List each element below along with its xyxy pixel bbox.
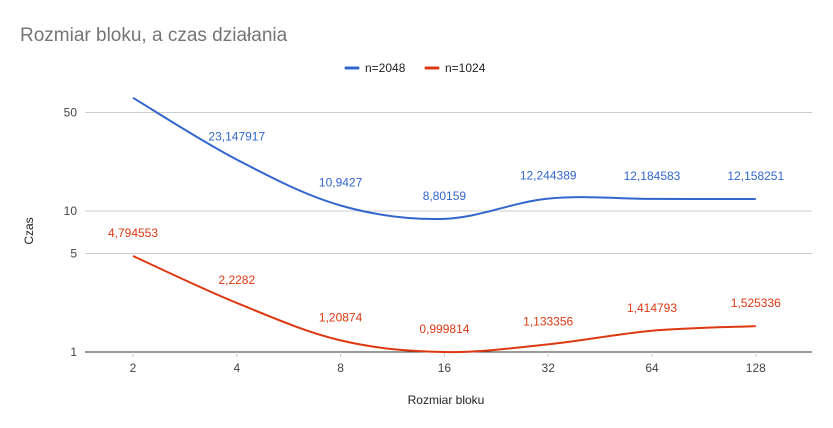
x-tick-label: 4 xyxy=(233,361,240,375)
y-axis-title: Czas xyxy=(22,217,36,244)
x-tick-label: 16 xyxy=(438,361,452,375)
data-label: 23,147917 xyxy=(208,130,265,144)
legend-label: n=1024 xyxy=(445,61,486,75)
data-labels: 23,147917 10,9427 8,80159 12,244389 12,18458… xyxy=(108,130,785,336)
y-tick-label: 50 xyxy=(64,105,78,119)
y-tick-label: 5 xyxy=(70,246,77,260)
series-lines xyxy=(132,96,756,354)
x-tick-label: 128 xyxy=(746,361,766,375)
y-axis-ticks: 1 5 10 50 xyxy=(64,105,78,359)
data-label: 12,244389 xyxy=(520,169,577,183)
data-label: 4,794553 xyxy=(108,226,158,240)
data-label: 8,80159 xyxy=(423,189,467,203)
y-tick-label: 10 xyxy=(64,204,78,218)
x-axis-ticks: 2 4 8 16 32 64 128 xyxy=(130,352,766,375)
x-tick-label: 32 xyxy=(542,361,556,375)
y-tick-label: 1 xyxy=(70,345,77,359)
series-line-1 xyxy=(132,255,756,354)
series-line-0 xyxy=(132,96,756,220)
x-tick-label: 8 xyxy=(337,361,344,375)
data-label: 1,133356 xyxy=(523,314,573,328)
gridlines xyxy=(85,111,812,353)
data-label: 10,9427 xyxy=(319,175,363,189)
data-label: 12,184583 xyxy=(624,169,681,183)
x-tick-label: 2 xyxy=(130,361,137,375)
data-label: 12,158251 xyxy=(727,169,784,183)
data-label: 1,414793 xyxy=(627,301,677,315)
data-label: 2,2282 xyxy=(218,273,255,287)
data-label: 1,525336 xyxy=(731,296,781,310)
legend: n=2048 n=1024 xyxy=(344,61,486,75)
x-axis-title: Rozmiar bloku xyxy=(408,393,485,407)
x-tick-label: 64 xyxy=(645,361,659,375)
chart-title: Rozmiar bloku, a czas działania xyxy=(20,25,288,46)
legend-label: n=2048 xyxy=(365,61,406,75)
data-label: 1,20874 xyxy=(319,310,363,324)
data-label: 0,999814 xyxy=(419,322,469,336)
